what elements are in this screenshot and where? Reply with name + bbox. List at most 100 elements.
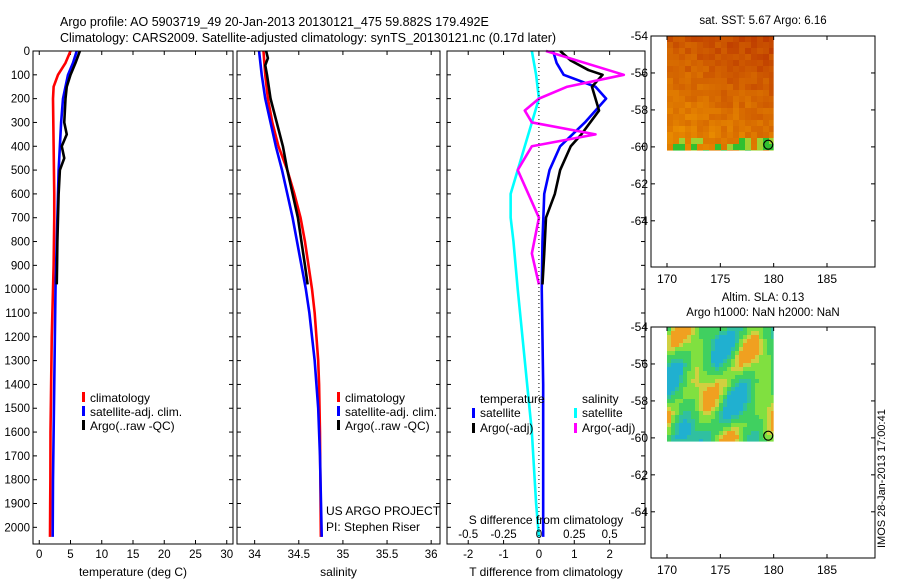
legend-swatch (472, 408, 475, 418)
x-tick-label: 0 (36, 549, 42, 561)
plot-frame (446, 50, 646, 545)
y-tick-label: 1600 (4, 427, 30, 439)
y-tick-label: 800 (11, 237, 30, 249)
x-tick-label: 34.5 (288, 549, 310, 561)
credit-pi: PI: Stephen Riser (326, 520, 420, 534)
map-y-tick-label: -56 (631, 66, 649, 80)
map-y-tick-label: -64 (631, 505, 649, 519)
argo-position-marker (763, 430, 774, 441)
series-line-0 (48, 50, 72, 537)
figure-title-line2: Climatology: CARS2009. Satellite-adjuste… (60, 31, 557, 45)
x2-tick-label: 0.5 (602, 529, 618, 541)
y-tick-label: 0 (24, 46, 30, 58)
legend-swatch (82, 392, 85, 402)
x-tick-label: -1 (498, 549, 508, 561)
y-tick-label: 200 (11, 94, 30, 106)
credit-project: US ARGO PROJECT (326, 504, 441, 518)
y-tick-label: 1700 (4, 451, 30, 463)
x-axis-label: salinity (320, 565, 357, 579)
series-line-2 (263, 50, 309, 285)
map-y-tick-label: -56 (631, 357, 649, 371)
legend-swatch (82, 420, 85, 430)
legend-swatch (337, 420, 340, 430)
x2-tick-label: 0.25 (563, 529, 585, 541)
y-tick-label: 400 (11, 141, 30, 153)
x-tick-label: 1 (571, 549, 577, 561)
x2-tick-label: 0 (536, 529, 542, 541)
y-tick-label: 900 (11, 260, 30, 272)
legend-label: climatology (345, 391, 405, 405)
plot-frame (32, 50, 234, 545)
timestamp-stamp: IMOS 28-Jan-2013 17:00:41 (876, 409, 888, 548)
y-tick-label: 1400 (4, 379, 30, 391)
x-tick-label: 34 (248, 549, 261, 561)
map-y-tick-label: -60 (631, 431, 649, 445)
legend-label: Argo(..raw -QC) (90, 419, 175, 433)
map-x-tick-label: 170 (657, 563, 677, 577)
sla-field (667, 327, 774, 442)
y-tick-label: 1900 (4, 499, 30, 511)
series-line-2 (509, 50, 541, 537)
legend-swatch (574, 408, 577, 418)
x-tick-label: 20 (158, 549, 171, 561)
x-tick-label: 36 (425, 549, 438, 561)
map-panel-1: 170 175 180 185 -54 -56 -58 -60 -62 -64 Altim. SLA… (631, 292, 876, 577)
map-x-tick-label: 180 (764, 563, 784, 577)
series-line-0 (540, 50, 608, 537)
x-tick-label: 25 (189, 549, 202, 561)
series-line-0 (262, 50, 323, 537)
map-y-tick-label: -62 (631, 468, 649, 482)
map-y-tick-label: -58 (631, 394, 649, 408)
y-tick-label: 1200 (4, 332, 30, 344)
series-line-2 (55, 50, 82, 285)
y-tick-label: 1100 (5, 308, 30, 320)
argo-position-marker (763, 139, 774, 150)
y-tick-label: 1800 (4, 475, 30, 487)
profile-panel-1: 34 34.5 35 35.5 36 salinity climatologysatelli… (236, 50, 441, 579)
legend-swatch (337, 392, 340, 402)
x-tick-label: 10 (95, 549, 108, 561)
legend-label: satellite (582, 406, 623, 420)
map-frame (650, 326, 876, 559)
legend-group-title: temperature (480, 392, 545, 406)
legend-label: Argo(..raw -QC) (345, 419, 430, 433)
legend-swatch (337, 406, 340, 416)
map-y-tick-label: -60 (631, 140, 649, 154)
map-x-tick-label: 180 (764, 272, 784, 286)
legend-label: satellite (480, 406, 521, 420)
legend-swatch (472, 423, 475, 433)
series-line-1 (541, 50, 604, 285)
y-tick-label: 300 (11, 117, 30, 129)
y-tick-label: 700 (11, 213, 30, 225)
x-tick-label: -2 (463, 549, 473, 561)
y-tick-label: 1300 (4, 356, 30, 368)
legend-label: satellite-adj. clim. (90, 405, 182, 419)
profile-panel-2: -2 -1 0 1 2 T difference from climatology -0.5… (446, 49, 646, 579)
map-title: Altim. SLA: 0.13 (722, 292, 804, 304)
y-tick-label: 500 (11, 165, 30, 177)
y-tick-label: 600 (11, 189, 30, 201)
x-tick-label: 5 (67, 549, 73, 561)
map-x-tick-label: 185 (817, 563, 837, 577)
map-y-tick-label: -58 (631, 103, 649, 117)
plot-frame (236, 50, 441, 545)
x-tick-label: 30 (220, 549, 233, 561)
x-tick-label: 35 (337, 549, 350, 561)
map-x-tick-label: 175 (710, 563, 730, 577)
map-y-tick-label: -54 (631, 320, 649, 334)
map-title: sat. SST: 5.67 Argo: 6.16 (699, 15, 826, 27)
x2-axis-label: S difference from climatology (469, 513, 624, 527)
sst-field (667, 36, 774, 151)
map-panel-0: 170 175 180 185 -54 -56 -58 -60 -62 -64 sat. SST: … (631, 15, 876, 286)
map-x-tick-label: 175 (710, 272, 730, 286)
x2-tick-label: -0.25 (490, 529, 516, 541)
profile-panel-0: 0 5 10 15 20 25 300100200300400500600700800900… (4, 46, 234, 579)
x-tick-label: 2 (606, 549, 612, 561)
figure-title-line1: Argo profile: AO 5903719_49 20-Jan-2013 … (60, 15, 489, 29)
legend-label: climatology (90, 391, 150, 405)
map-x-tick-label: 185 (817, 272, 837, 286)
map-x-tick-label: 170 (657, 272, 677, 286)
x-tick-label: 15 (127, 549, 140, 561)
y-tick-label: 2000 (4, 522, 30, 534)
